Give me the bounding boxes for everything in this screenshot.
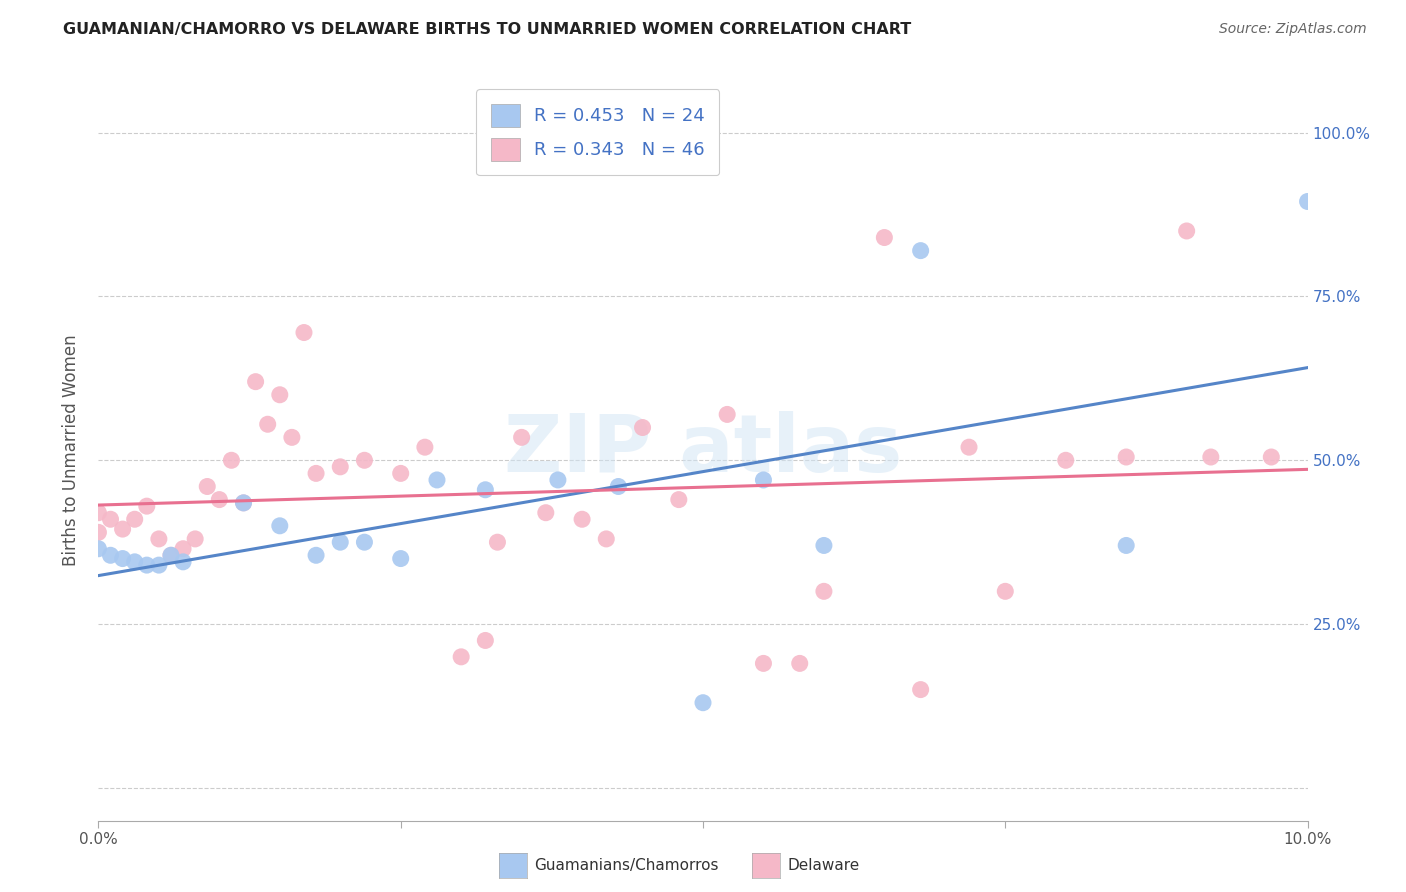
Point bbox=[752, 657, 775, 671]
Point bbox=[124, 555, 146, 569]
Point bbox=[813, 584, 835, 599]
Legend: R = 0.453   N = 24, R = 0.343   N = 46: R = 0.453 N = 24, R = 0.343 N = 46 bbox=[477, 89, 720, 176]
Point bbox=[305, 549, 328, 563]
Point bbox=[111, 522, 134, 536]
Point bbox=[232, 496, 254, 510]
Point bbox=[595, 532, 617, 546]
Point bbox=[910, 244, 932, 258]
Point bbox=[135, 558, 157, 573]
Point bbox=[172, 541, 194, 556]
Point bbox=[195, 479, 218, 493]
Point bbox=[607, 479, 630, 493]
Y-axis label: Births to Unmarried Women: Births to Unmarried Women bbox=[62, 334, 80, 566]
Point bbox=[87, 506, 110, 520]
Point bbox=[87, 541, 110, 556]
Point bbox=[232, 496, 254, 510]
Point bbox=[256, 417, 278, 432]
Text: Guamanians/Chamorros: Guamanians/Chamorros bbox=[534, 858, 718, 872]
Point bbox=[474, 633, 496, 648]
Point bbox=[329, 459, 352, 474]
Text: Delaware: Delaware bbox=[787, 858, 859, 872]
Point bbox=[813, 539, 835, 553]
Point bbox=[160, 549, 183, 563]
Point bbox=[184, 532, 207, 546]
Point bbox=[474, 483, 496, 497]
Point bbox=[111, 551, 134, 566]
Point bbox=[269, 518, 291, 533]
Point bbox=[172, 555, 194, 569]
Point bbox=[534, 506, 557, 520]
Point bbox=[1054, 453, 1077, 467]
Point bbox=[413, 440, 436, 454]
Point bbox=[100, 549, 122, 563]
Point bbox=[1296, 194, 1319, 209]
Point bbox=[486, 535, 509, 549]
Point bbox=[389, 467, 412, 481]
Point bbox=[789, 657, 811, 671]
Point bbox=[510, 430, 533, 444]
Point bbox=[631, 420, 654, 434]
Point bbox=[305, 467, 328, 481]
Point bbox=[752, 473, 775, 487]
Point bbox=[281, 430, 304, 444]
Point bbox=[426, 473, 449, 487]
Point bbox=[668, 492, 690, 507]
Text: GUAMANIAN/CHAMORRO VS DELAWARE BIRTHS TO UNMARRIED WOMEN CORRELATION CHART: GUAMANIAN/CHAMORRO VS DELAWARE BIRTHS TO… bbox=[63, 22, 911, 37]
Point bbox=[269, 388, 291, 402]
Point bbox=[994, 584, 1017, 599]
Point bbox=[692, 696, 714, 710]
Text: Source: ZipAtlas.com: Source: ZipAtlas.com bbox=[1219, 22, 1367, 37]
Point bbox=[389, 551, 412, 566]
Point bbox=[160, 549, 183, 563]
Point bbox=[208, 492, 231, 507]
Point bbox=[100, 512, 122, 526]
Point bbox=[716, 408, 738, 422]
Point bbox=[245, 375, 267, 389]
Point bbox=[1260, 450, 1282, 464]
Point bbox=[1175, 224, 1198, 238]
Point bbox=[353, 453, 375, 467]
Point bbox=[873, 230, 896, 244]
Point bbox=[1115, 450, 1137, 464]
Point bbox=[221, 453, 243, 467]
Point bbox=[292, 326, 315, 340]
Point bbox=[547, 473, 569, 487]
Point bbox=[1199, 450, 1222, 464]
Point bbox=[148, 532, 170, 546]
Text: ZIP atlas: ZIP atlas bbox=[503, 411, 903, 490]
Point bbox=[148, 558, 170, 573]
Point bbox=[135, 499, 157, 513]
Point bbox=[353, 535, 375, 549]
Point bbox=[571, 512, 593, 526]
Point bbox=[1115, 539, 1137, 553]
Point bbox=[957, 440, 980, 454]
Point bbox=[450, 649, 472, 664]
Point bbox=[910, 682, 932, 697]
Point bbox=[87, 525, 110, 540]
Point bbox=[124, 512, 146, 526]
Point bbox=[329, 535, 352, 549]
